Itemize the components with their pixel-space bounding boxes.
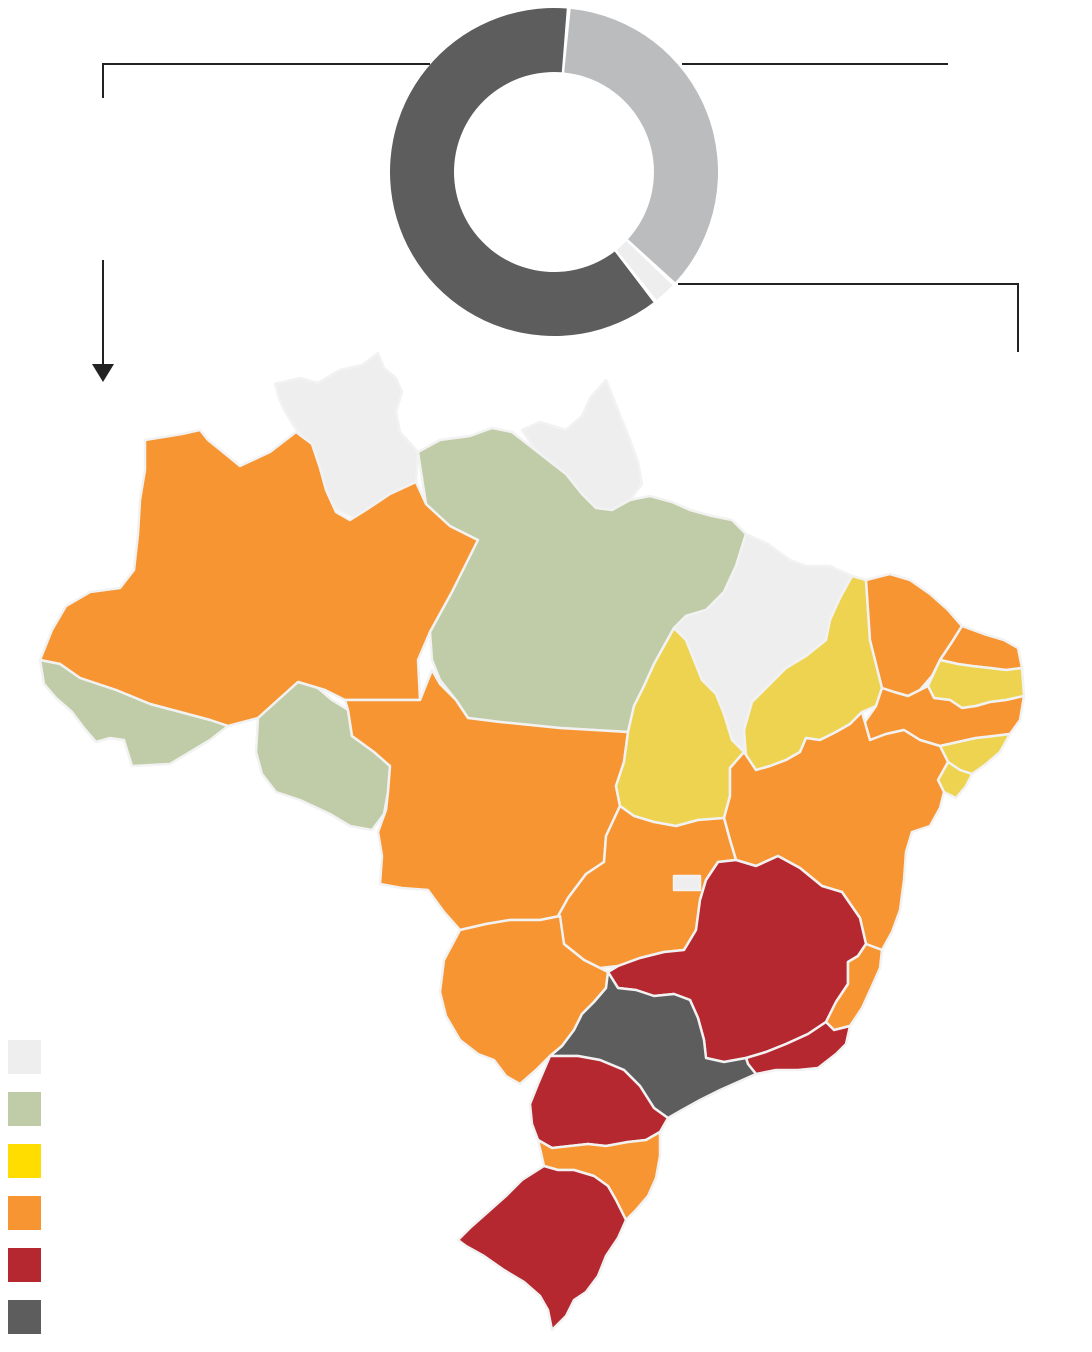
donut-chart xyxy=(389,8,718,337)
legend-swatch xyxy=(8,1144,41,1178)
legend-swatch xyxy=(8,1040,41,1074)
legend-item xyxy=(8,1248,51,1282)
legend-swatch xyxy=(8,1092,41,1126)
donut-segment-1 xyxy=(616,241,673,300)
legend-item xyxy=(8,1300,51,1334)
state-acre[interactable] xyxy=(38,658,230,768)
legend-item xyxy=(8,1092,51,1126)
legend-item xyxy=(8,1144,51,1178)
brazil-map xyxy=(38,351,1026,1332)
arrow-down-icon xyxy=(92,364,114,382)
donut-segment-2 xyxy=(389,8,654,337)
legend-item xyxy=(8,1196,51,1230)
state-rio-de-janeiro[interactable] xyxy=(744,1020,852,1076)
connector-bottom-right xyxy=(678,283,1019,352)
legend xyxy=(8,1040,51,1352)
legend-swatch xyxy=(8,1196,41,1230)
connector-lines xyxy=(102,63,1019,368)
legend-item xyxy=(8,1040,51,1074)
legend-swatch xyxy=(8,1248,41,1282)
donut-segment-0 xyxy=(564,8,718,283)
connector-left xyxy=(102,63,430,98)
legend-swatch xyxy=(8,1300,41,1334)
state-distrito-federal[interactable] xyxy=(672,874,702,892)
state-rio-grande-do-sul[interactable] xyxy=(456,1164,628,1332)
state-sao-paulo[interactable] xyxy=(548,970,758,1120)
